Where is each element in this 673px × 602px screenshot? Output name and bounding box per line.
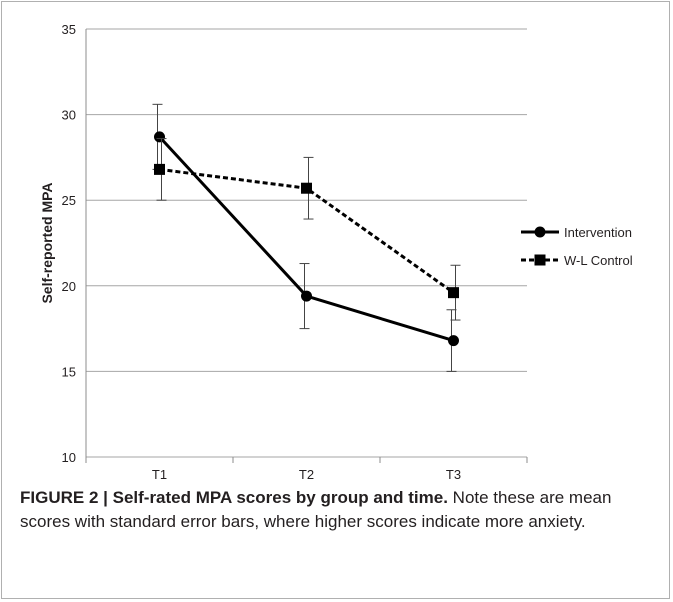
line-chart: 10 15 20 25 30 35 T1 T2 T3 Self-reported MPA Inter…	[39, 22, 633, 480]
x-tick-label: T1	[152, 467, 167, 480]
series-line	[158, 135, 454, 343]
legend-label: Intervention	[564, 225, 632, 240]
data-point	[448, 335, 459, 347]
legend-marker	[534, 226, 546, 238]
data-point	[301, 290, 312, 302]
caption-lead: FIGURE 2 | Self-rated MPA scores by grou…	[20, 488, 448, 507]
y-tick-label: 30	[62, 108, 76, 123]
data-point	[448, 287, 459, 299]
data-point	[154, 163, 165, 175]
legend-label: W-L Control	[564, 253, 633, 268]
y-axis-label: Self-reported MPA	[39, 182, 55, 303]
x-tick-label: T2	[299, 467, 314, 480]
data-point	[154, 131, 165, 143]
y-tick-label: 25	[62, 193, 76, 208]
legend-marker	[534, 254, 546, 266]
y-tick-label: 10	[62, 450, 76, 465]
caption-body: Note these are mean scores with standard…	[20, 488, 612, 531]
data-point	[301, 182, 312, 194]
y-tick-label: 35	[62, 22, 76, 37]
figure-caption: FIGURE 2 | Self-rated MPA scores by grou…	[20, 486, 650, 534]
y-tick-label: 20	[62, 279, 76, 294]
y-tick-label: 15	[62, 364, 76, 379]
x-tick-label: T3	[446, 467, 461, 480]
